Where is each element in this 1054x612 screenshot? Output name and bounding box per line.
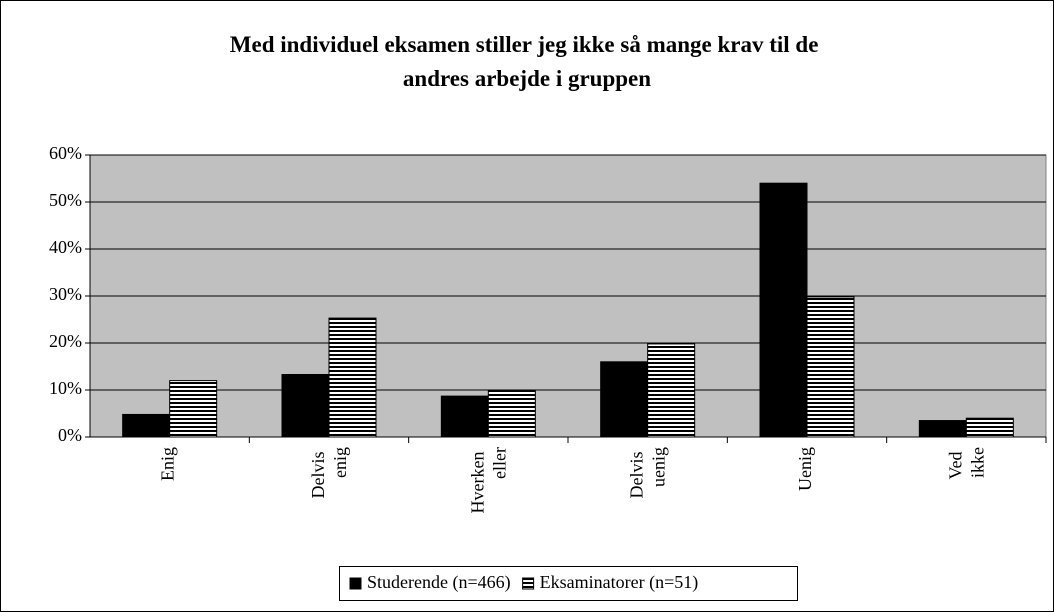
bar [328, 317, 377, 438]
x-tick-label: Uenig [795, 447, 815, 491]
y-tick-label: 0% [58, 425, 82, 445]
y-tick-label: 30% [49, 284, 82, 304]
legend-swatch [522, 577, 535, 590]
bar [122, 413, 171, 438]
x-tick-label: Delvis uenig [627, 447, 669, 499]
bar [281, 373, 330, 438]
legend-label: Studerende (n=466) [367, 572, 511, 593]
legend-label: Eksaminatorer (n=51) [540, 572, 699, 593]
bar [169, 380, 218, 438]
x-tick-label: Enig [158, 447, 178, 481]
y-tick-label: 40% [49, 237, 82, 257]
x-tick-label: Hverken eller [467, 447, 509, 513]
bar [600, 361, 649, 438]
bar [965, 417, 1014, 438]
x-tick-label: Ved ikke [945, 447, 987, 480]
chart-title: Med individuel eksamen stiller jeg ikke … [230, 32, 824, 91]
bar [806, 296, 855, 438]
y-tick-label: 60% [49, 143, 82, 163]
x-tick-label: Delvis enig [308, 447, 350, 499]
bar [487, 389, 536, 438]
y-tick-label: 50% [49, 190, 82, 210]
bar [759, 182, 808, 438]
bar [918, 420, 967, 438]
legend-box [339, 566, 798, 601]
legend-swatch [349, 577, 362, 590]
bar [647, 343, 696, 438]
y-tick-label: 20% [49, 331, 82, 351]
y-tick-label: 10% [49, 378, 82, 398]
bar [440, 395, 489, 438]
